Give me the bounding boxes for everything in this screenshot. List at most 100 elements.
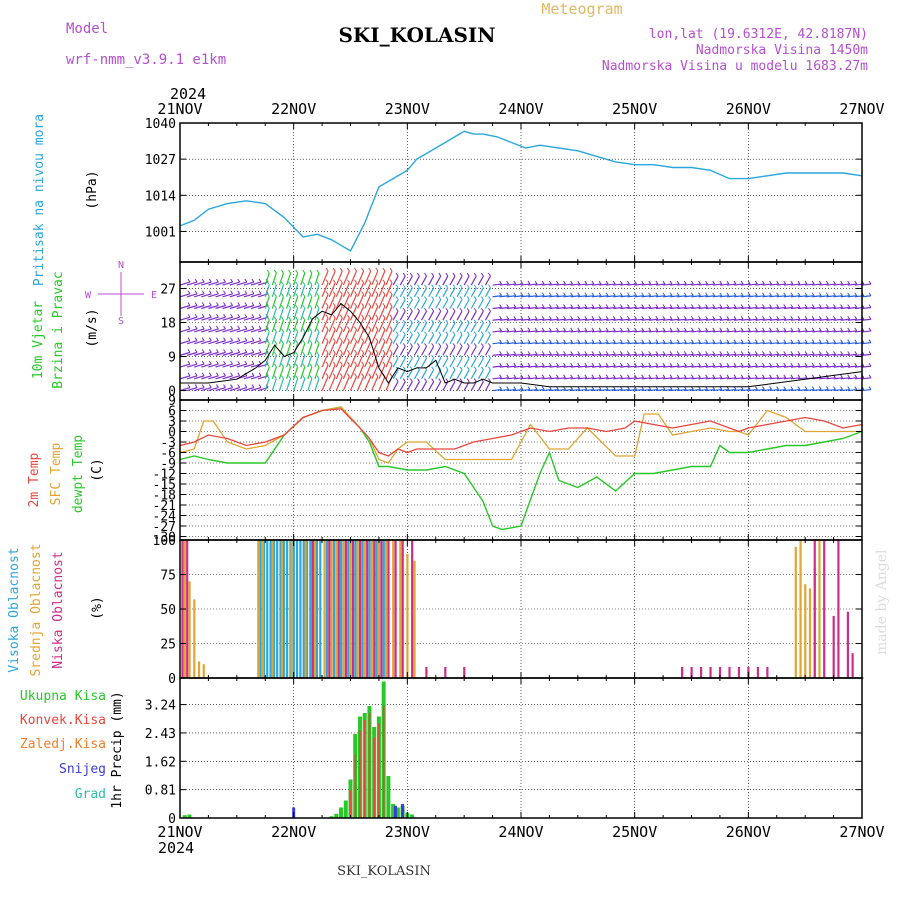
wind-barb [342, 270, 350, 286]
wind-barb [826, 388, 836, 392]
wind-barb [613, 283, 623, 286]
wind-barb-flag [790, 292, 794, 297]
wind-barb [783, 283, 793, 286]
wind-barb [819, 295, 829, 298]
temp2m-line [179, 408, 863, 457]
wind-barb-flag [424, 296, 427, 300]
wind-barb [307, 308, 313, 321]
wind-barb-flag [332, 361, 336, 366]
wind-barb [477, 357, 484, 368]
wind-barb [741, 283, 751, 286]
wind-barb-flag [513, 362, 517, 367]
wind-barb-flag [868, 304, 872, 308]
wind-barb [563, 377, 573, 380]
wind-barb [805, 342, 815, 345]
wind-barb [194, 304, 205, 310]
y-tick-label: 2.43 [145, 727, 176, 742]
wind-barb [208, 281, 219, 286]
wind-barb-flag [690, 292, 694, 297]
wind-barb-flag [288, 269, 291, 274]
wind-barb-flag [431, 354, 435, 359]
wind-barb-flag [605, 292, 609, 297]
wind-barb-flag [459, 307, 463, 312]
wind-barb-flag [230, 360, 234, 365]
wind-barb [648, 342, 658, 345]
wind-barb-flag [591, 280, 595, 285]
wind-barb-flag [634, 374, 637, 379]
wind-barb [613, 330, 623, 333]
wind-barb [194, 328, 205, 333]
y-tick-label: -27 [153, 520, 176, 535]
wind-barb-flag [634, 315, 637, 320]
wind-barb [861, 318, 872, 321]
low-cloud-bar [311, 540, 314, 678]
wind-barb [805, 283, 815, 286]
wind-barb-flag [662, 339, 666, 343]
wind-barb-flag [584, 374, 588, 379]
wind-barb [627, 365, 637, 368]
wind-barb-flag [690, 339, 694, 343]
wind-barb-flag [804, 292, 808, 297]
wind-barb [186, 304, 198, 310]
wind-barb-flag [598, 327, 602, 332]
wind-barb-flag [747, 374, 751, 379]
wind-barb [215, 293, 226, 298]
wind-barb-flag [389, 267, 393, 272]
wind-barb [577, 318, 587, 321]
wind-barb-flag [424, 272, 427, 277]
wind-barb [790, 283, 801, 286]
wind-barb [321, 341, 329, 356]
wind-barb [328, 364, 336, 380]
wind-barb [186, 351, 198, 356]
wind-barb-flag [719, 292, 723, 297]
wind-barb-flag [480, 354, 484, 359]
wind-barb [641, 306, 651, 310]
wind-barb-flag [868, 327, 872, 332]
wind-barb-flag [258, 337, 262, 341]
wind-barb-flag [445, 307, 449, 312]
wind-barb-flag [825, 315, 829, 320]
wind-barb [776, 306, 786, 310]
wind-barb [222, 351, 233, 356]
wind-barb [783, 353, 793, 356]
wind-barb-flag [605, 351, 609, 355]
wind-barb [236, 340, 248, 345]
wind-barb [741, 377, 751, 380]
wind-barb [847, 365, 857, 368]
wind-barb [243, 281, 255, 286]
wind-barb-flag [584, 304, 588, 308]
temp-title-dew: dewpt Temp [71, 435, 86, 513]
wind-barb-flag [619, 351, 623, 355]
wind-barb-flag [605, 315, 609, 320]
wind-barb [783, 377, 793, 380]
wind-barb [229, 293, 240, 298]
wind-barb [278, 296, 285, 309]
low-cloud-bar [401, 540, 404, 678]
wind-barb-flag [466, 343, 470, 347]
wind-barb-flag [648, 292, 652, 297]
wind-barb [506, 295, 516, 298]
wind-barb-flag [339, 291, 343, 295]
wind-barb [542, 388, 552, 392]
wind-barb-flag [534, 362, 538, 367]
wind-barb [321, 364, 329, 380]
wind-barb-flag [251, 337, 255, 341]
wind-barb-flag [705, 304, 709, 308]
wind-barb [392, 299, 399, 309]
wind-barb-flag [868, 351, 872, 355]
wind-barb-flag [223, 337, 226, 341]
wind-barb-flag [237, 349, 241, 353]
wind-barb [321, 305, 329, 321]
wind-barb [243, 340, 255, 345]
wind-barb [599, 330, 609, 333]
y-tick-label: 25 [160, 638, 176, 653]
wind-barb [698, 318, 708, 321]
wind-barb-flag [811, 351, 815, 355]
wind-barb-flag [740, 374, 744, 379]
wind-barb [570, 388, 580, 392]
wind-barb-flag [790, 351, 794, 355]
wind-barb [627, 353, 637, 356]
wind-barb-flag [389, 373, 393, 377]
wind-barb [805, 306, 815, 310]
wind-barb [342, 305, 350, 321]
